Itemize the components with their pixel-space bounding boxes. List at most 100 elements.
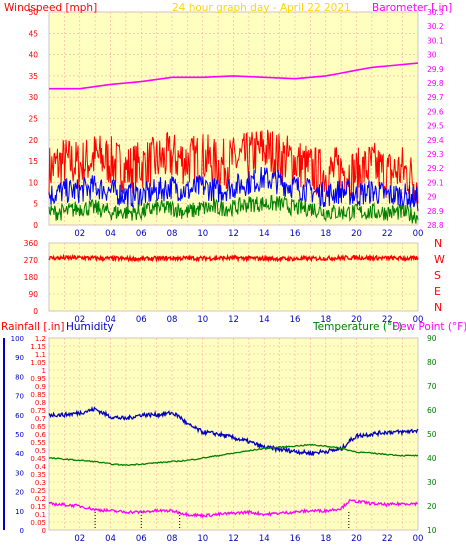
barometer-y-tick-label: 30.1 [427,36,444,45]
x-tick-label: 08 [167,229,178,239]
rain-y-tick-label: 0.8 [35,399,46,407]
x-tick-label: 16 [290,534,301,544]
series-barometer [49,62,419,90]
rain-y-tick-label: 0.4 [35,463,47,471]
series-humidity [48,405,419,457]
x-tick-label: 22 [382,315,393,325]
compass-label: N [434,237,442,250]
humidity-y-tick-label: 10 [15,508,24,516]
rain-y-tick-label: 0.7 [35,415,46,423]
temperature-y-tick-label: 40 [427,454,437,463]
barometer-y-tick-label: 29.9 [427,65,444,74]
wind-y-tick-label: 50 [28,8,38,17]
rain-y-tick-label: 0.15 [30,503,46,511]
temperature-y-tick-label: 30 [427,478,437,487]
barometer-y-tick-label: 30 [427,51,437,60]
rain-y-tick-label: 1.1 [35,351,46,359]
x-tick-label: 04 [105,534,116,544]
rainfall-axis-label: Rainfall [.in] [1,321,64,333]
temperature-y-tick-label: 20 [427,502,437,511]
humidity-y-tick-label: 0 [20,527,24,535]
series-layer [48,62,419,530]
humidity-y-tick-label: 30 [15,469,24,477]
series-wind-direction [48,253,419,263]
barometer-y-tick-label: 29 [427,193,437,202]
x-tick-label: 02 [74,229,85,239]
series-wind-max [48,129,419,204]
humidity-axis-label: Humidity [66,321,114,333]
dew-point-axis-label: Dew Point (°F) [392,321,466,333]
temperature-axis-label: Temperature (°F) [312,321,402,333]
x-tick-label: 18 [320,229,331,239]
x-tick-label: 14 [259,534,270,544]
temperature-y-tick-label: 60 [427,406,437,415]
humidity-y-tick-label: 60 [15,412,24,420]
x-tick-label: 06 [136,534,147,544]
x-tick-label: 20 [351,315,362,325]
wind-y-tick-label: 40 [28,51,38,60]
wind-y-tick-label: 45 [28,29,38,38]
compass-label: S [434,269,441,282]
x-tick-label: 20 [351,534,362,544]
wind-y-tick-label: 35 [28,72,38,81]
humidity-y-tick-label: 50 [15,431,24,439]
rain-y-tick-label: 0.75 [30,407,46,415]
x-tick-label: 06 [136,315,147,325]
x-tick-label: 04 [105,229,116,239]
temperature-y-tick-label: 10 [427,526,437,535]
direction-y-tick-label: 360 [24,239,39,248]
humidity-y-tick-label: 40 [15,450,24,458]
barometer-y-tick-label: 29.2 [427,164,444,173]
compass-label: W [434,253,445,266]
x-tick-label: 14 [259,229,270,239]
barometer-y-tick-label: 29.7 [427,93,444,102]
barometer-y-tick-label: 29.8 [427,79,444,88]
compass-label: N [434,301,442,314]
chart-title: 24 hour graph day - April 22 2021 [172,2,351,14]
barometer-y-tick-label: 30.3 [427,8,444,17]
x-tick-label: 08 [167,315,178,325]
temperature-y-tick-label: 70 [427,382,437,391]
x-tick-label: 00 [413,229,424,239]
barometer-y-tick-label: 29.1 [427,178,444,187]
x-tick-label: 00 [413,315,424,325]
x-tick-label: 10 [197,315,208,325]
temperature-y-tick-label: 80 [427,358,437,367]
rain-y-tick-label: 1.05 [30,359,46,367]
direction-y-tick-label: 180 [24,273,39,282]
x-tick-label: 20 [351,229,362,239]
rain-y-tick-label: 1.2 [35,335,46,343]
rain-y-tick-label: 0.5 [35,447,46,455]
humidity-y-tick-label: 80 [15,373,24,381]
x-tick-label: 22 [382,229,393,239]
x-tick-label: 00 [413,534,424,544]
series-wind-avg [48,166,419,212]
x-tick-label: 08 [167,534,178,544]
wind-y-tick-label: 30 [28,93,38,102]
x-tick-label: 12 [228,315,239,325]
wind-y-tick-label: 5 [33,200,38,209]
wind-y-tick-label: 25 [28,115,38,124]
rain-y-tick-label: 0.05 [30,519,46,527]
direction-y-tick-label: 270 [24,256,39,265]
rain-y-tick-label: 1.15 [30,343,46,351]
temperature-y-tick-label: 90 [427,334,437,343]
x-tick-label: 18 [320,534,331,544]
x-tick-label: 04 [105,315,116,325]
rain-y-tick-label: 0.25 [30,487,46,495]
barometer-y-tick-label: 28.9 [427,207,444,216]
wind-y-tick-label: 0 [33,221,38,230]
rain-y-tick-label: 0.85 [30,391,46,399]
rain-y-tick-label: 0.6 [35,431,47,439]
x-tick-label: 16 [290,229,301,239]
humidity-y-tick-label: 90 [15,354,24,362]
series-dew-point [48,499,419,519]
x-tick-label: 22 [382,534,393,544]
rain-y-tick-label: 0.95 [30,375,46,383]
barometer-y-tick-label: 28.8 [427,221,444,230]
x-tick-label: 12 [228,229,239,239]
barometer-y-tick-label: 29.3 [427,150,444,159]
